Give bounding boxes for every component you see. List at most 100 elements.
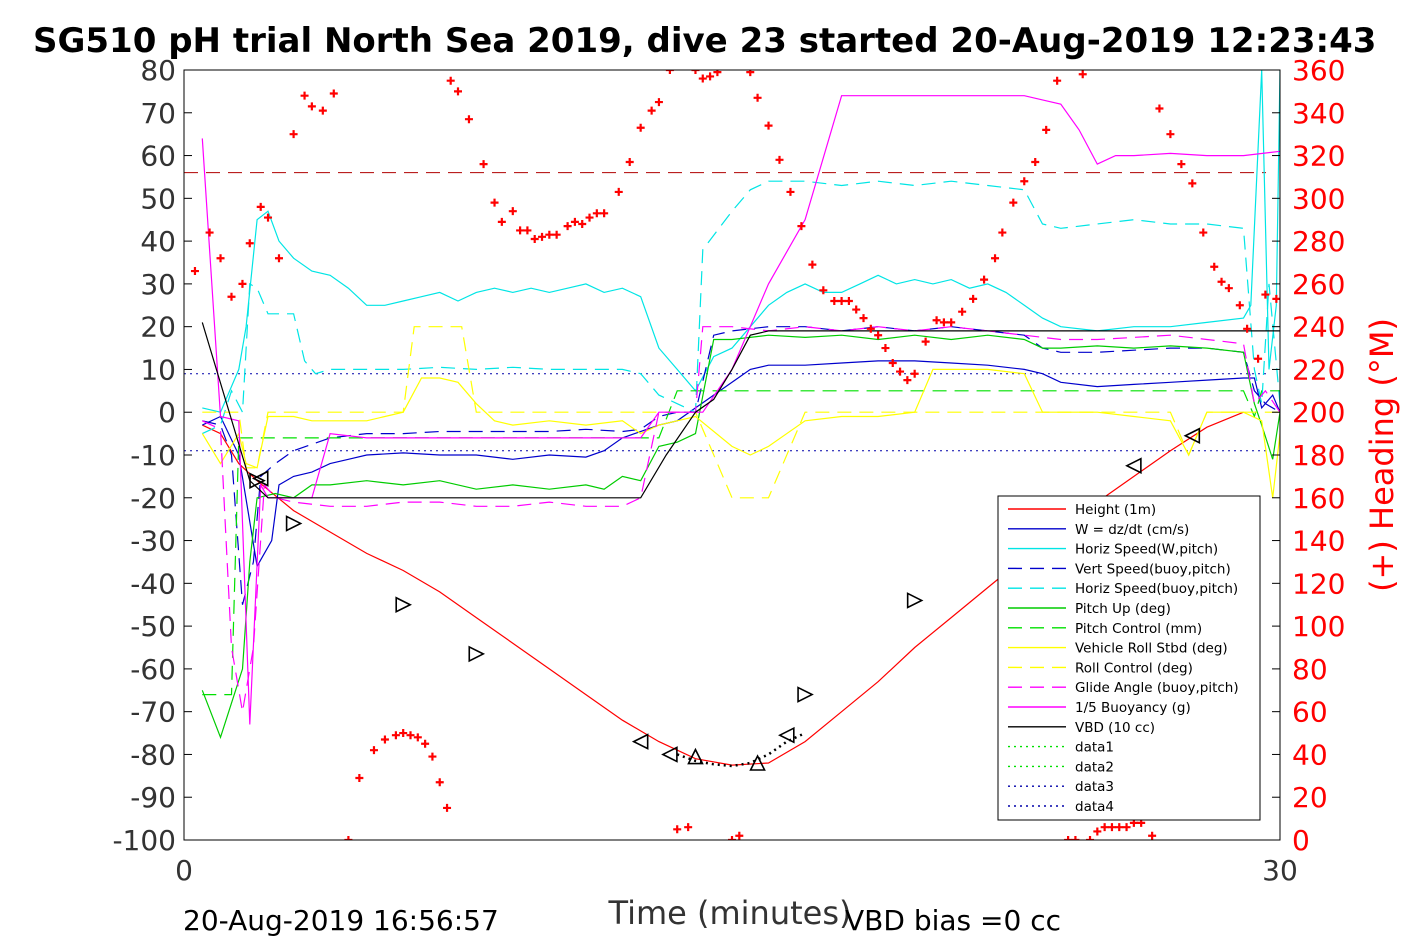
- heading-point: [256, 202, 265, 211]
- heading-point: [318, 106, 327, 115]
- left-tick-label: -100: [112, 824, 176, 857]
- heading-point: [980, 275, 989, 284]
- marker-triangle-right: [468, 645, 486, 663]
- left-tick-label: -40: [130, 567, 176, 600]
- heading-point: [921, 337, 930, 346]
- marker-triangle-left: [251, 470, 269, 487]
- legend-label-horiz-speed-w-pitch: Horiz Speed(W,pitch): [1075, 542, 1218, 558]
- series-roll-control-deg: [202, 326, 1280, 499]
- left-tick-label: 70: [140, 97, 176, 130]
- left-tick-label: -80: [130, 738, 176, 771]
- heading-point: [866, 324, 875, 333]
- right-axis-label: (+) Heading (°M): [1363, 318, 1401, 592]
- heading-point: [1155, 104, 1164, 113]
- legend-label-1-5-buoyancy-g: 1/5 Buoyancy (g): [1075, 700, 1191, 716]
- legend-label-glide-angle-buoy-pitch: Glide Angle (buoy,pitch): [1075, 680, 1239, 696]
- legend-label-vbd-10-cc: VBD (10 cc): [1075, 720, 1155, 736]
- heading-point: [227, 292, 236, 301]
- legend-box: [997, 495, 1261, 821]
- heading-point: [245, 239, 254, 248]
- heading-point: [428, 752, 437, 761]
- heading-point: [764, 121, 773, 130]
- series-lines: [201, 70, 1280, 768]
- legend-label-w-dz-dt-cm-s: W = dz/dt (cm/s): [1075, 522, 1189, 538]
- series-pitch-control-mm: [202, 390, 1280, 696]
- heading-point: [939, 318, 948, 327]
- heading-point: [1100, 823, 1109, 832]
- legend-label-pitch-up-deg: Pitch Up (deg): [1075, 601, 1171, 617]
- heading-point: [391, 731, 400, 740]
- heading-point: [190, 267, 199, 276]
- marker-triangle-left: [1183, 427, 1201, 445]
- heading-point: [344, 836, 353, 840]
- heading-point: [888, 359, 897, 368]
- heading-point: [508, 207, 517, 216]
- heading-point: [329, 89, 338, 98]
- heading-point: [859, 314, 868, 323]
- heading-point: [625, 157, 634, 166]
- heading-point: [665, 70, 674, 74]
- heading-point: [706, 72, 715, 81]
- heading-point: [1042, 125, 1051, 134]
- right-tick-label: 180: [1292, 439, 1345, 472]
- heading-point: [1243, 324, 1252, 333]
- heading-point: [578, 220, 587, 228]
- heading-point: [399, 729, 408, 738]
- heading-point: [264, 213, 273, 222]
- right-tick-label: 0: [1292, 824, 1310, 857]
- heading-point: [585, 213, 594, 222]
- heading-point: [1177, 160, 1186, 169]
- heading-point: [896, 367, 905, 376]
- legend-label-pitch-control-mm: Pitch Control (mm): [1075, 621, 1202, 637]
- heading-point: [307, 102, 316, 111]
- x-tick-label: 0: [175, 854, 193, 887]
- marker-triangle-left: [778, 726, 795, 744]
- heading-point: [837, 297, 846, 305]
- heading-point: [614, 187, 623, 196]
- heading-point: [216, 254, 225, 263]
- heading-point: [874, 331, 883, 340]
- heading-point: [413, 733, 422, 742]
- chart-title: SG510 pH trial North Sea 2019, dive 23 s…: [33, 21, 1376, 61]
- heading-point: [454, 87, 462, 96]
- left-tick-label: 0: [158, 396, 176, 429]
- heading-points: [190, 70, 1280, 840]
- right-tick-label: 160: [1292, 482, 1345, 515]
- heading-point: [1224, 284, 1233, 293]
- left-tick-label: -90: [130, 781, 176, 814]
- legend-label-horiz-speed-buoy-pitch: Horiz Speed(buoy,pitch): [1075, 581, 1238, 597]
- right-tick-label: 300: [1292, 182, 1345, 215]
- heading-point: [844, 297, 853, 305]
- marker-triangle-left: [661, 746, 678, 763]
- reference-lines: [184, 172, 1266, 452]
- legend: Height (1m) W = dz/dt (cm/s) Horiz Speed(W…: [997, 495, 1261, 821]
- heading-point: [830, 297, 839, 305]
- marker-triangle-right: [906, 592, 924, 609]
- left-tick-label: -70: [130, 696, 176, 729]
- heading-point: [797, 222, 806, 231]
- right-tick-label: 100: [1292, 610, 1345, 643]
- heading-point: [552, 230, 561, 239]
- heading-point: [464, 115, 473, 124]
- heading-point: [570, 217, 579, 226]
- footer-date: 20-Aug-2019 16:56:57: [183, 904, 499, 937]
- heading-point: [1078, 70, 1087, 79]
- legend-label-data4: data4: [1075, 799, 1114, 815]
- heading-point: [1122, 823, 1131, 832]
- heading-point: [1031, 157, 1040, 166]
- heading-point: [1020, 177, 1029, 186]
- left-tick-label: 10: [140, 353, 176, 386]
- depth-markers: [249, 427, 1201, 771]
- right-tick-label: 200: [1292, 396, 1345, 429]
- heading-point: [786, 187, 795, 196]
- legend-label-data2: data2: [1075, 759, 1114, 775]
- heading-point: [991, 254, 1000, 263]
- right-axis: 3603403203002802602402202001801601401201…: [1272, 54, 1345, 857]
- x-axis: 0 30: [175, 832, 1298, 887]
- legend-label-height-1m: Height (1m): [1075, 502, 1156, 518]
- heading-point: [1009, 198, 1018, 207]
- heading-point: [1064, 836, 1073, 840]
- heading-point: [446, 76, 455, 85]
- right-tick-label: 280: [1292, 225, 1345, 258]
- right-tick-label: 20: [1292, 781, 1328, 814]
